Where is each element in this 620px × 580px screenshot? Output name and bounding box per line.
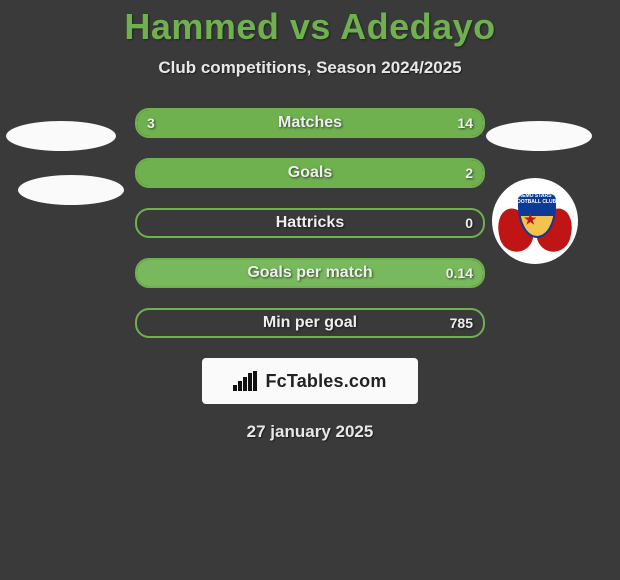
brand-text: FcTables.com [265, 371, 386, 392]
crest-icon: REMO STARSFOOTBALL CLUB ★ [500, 186, 570, 256]
stats-bars: Matches3 14 Goals2 Hattricks0 Goals per matc… [135, 108, 485, 338]
stat-label: Goals [137, 160, 483, 186]
player-right-name: Adedayo [340, 6, 496, 47]
snapshot-date: 27 january 2025 [0, 422, 620, 442]
bar-chart-icon [233, 371, 259, 391]
stat-row: Goals2 [135, 158, 485, 188]
stat-label: Goals per match [137, 260, 483, 286]
page-title: Hammed vs Adedayo [0, 0, 620, 48]
stat-label: Min per goal [137, 310, 483, 336]
stat-label: Matches [137, 110, 483, 136]
comparison-card: Hammed vs Adedayo Club competitions, Sea… [0, 0, 620, 580]
left-player-badge-2 [18, 175, 124, 205]
right-player-badge-1 [486, 121, 592, 151]
right-player-club-crest: REMO STARSFOOTBALL CLUB ★ [492, 178, 578, 264]
stat-value-right: 785 [450, 310, 473, 336]
stat-value-right: 14 [457, 110, 473, 136]
stat-value-right: 0.14 [446, 260, 473, 286]
stat-value-left: 3 [147, 110, 155, 136]
player-left-name: Hammed [124, 6, 279, 47]
left-player-badge-1 [6, 121, 116, 151]
brand-watermark: FcTables.com [202, 358, 418, 404]
stat-label: Hattricks [137, 210, 483, 236]
stat-row: Matches3 14 [135, 108, 485, 138]
stat-value-right: 0 [465, 210, 473, 236]
stat-row: Min per goal785 [135, 308, 485, 338]
stat-row: Goals per match0.14 [135, 258, 485, 288]
stat-value-right: 2 [465, 160, 473, 186]
subtitle: Club competitions, Season 2024/2025 [0, 58, 620, 78]
vs-text: vs [290, 6, 331, 47]
stat-row: Hattricks0 [135, 208, 485, 238]
